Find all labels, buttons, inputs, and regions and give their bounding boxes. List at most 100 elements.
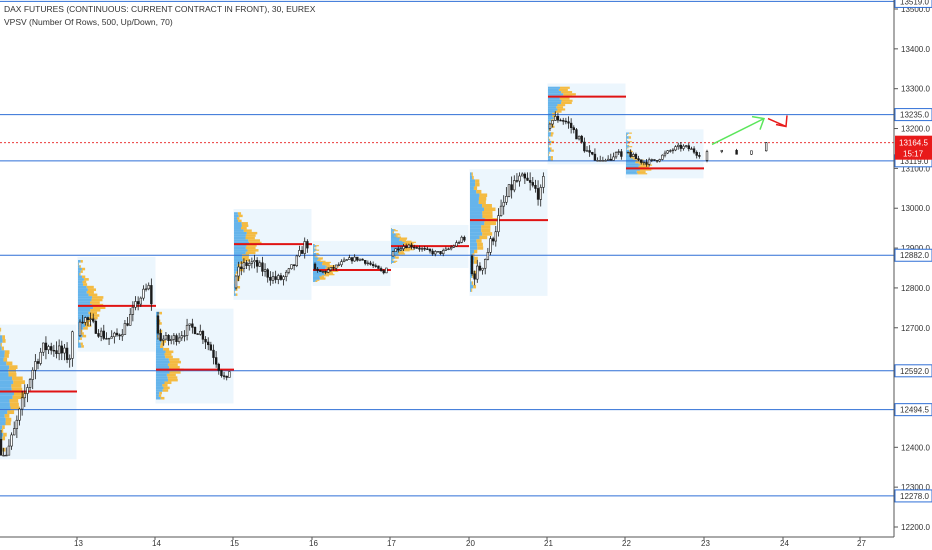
profile-bar-up <box>313 277 320 279</box>
profile-bar-down <box>484 221 497 226</box>
profile-bar-down <box>396 236 402 238</box>
profile-bar-down <box>82 280 87 284</box>
profile-bar-up <box>78 267 82 271</box>
candle-down <box>81 321 84 324</box>
profile-bar-up <box>156 384 163 387</box>
candle-up <box>489 238 492 253</box>
profile-bar-down <box>81 267 86 271</box>
candle-up <box>614 151 618 158</box>
profile-bar-up <box>78 270 81 273</box>
profile-bar-up <box>234 236 246 240</box>
candle-down <box>562 120 565 122</box>
profile-bar-down <box>481 225 491 229</box>
profile-bar-up <box>626 144 628 147</box>
profile-bar-up <box>78 283 84 286</box>
price-tick-label: 12300.0 <box>901 483 930 492</box>
candle-down <box>580 135 583 143</box>
profile-bar-up <box>626 146 630 148</box>
candle-down <box>350 257 354 262</box>
profile-bar-up <box>548 149 552 152</box>
profile-bar-up <box>470 249 475 254</box>
profile-bar-down <box>159 391 162 395</box>
profile-bar-up <box>470 228 482 233</box>
candle-up <box>548 123 552 129</box>
profile-bar-down <box>79 272 81 276</box>
profile-bar-up <box>470 225 482 229</box>
profile-bar-down <box>636 170 646 172</box>
profile-bar-up <box>0 346 2 351</box>
profile-bar-up <box>470 232 483 236</box>
profile-bar-up <box>626 137 629 139</box>
profile-bar-up <box>391 238 400 240</box>
profile-bar-down <box>402 248 412 250</box>
candle-up <box>329 267 333 271</box>
candle-down <box>324 270 327 273</box>
candle-down <box>698 155 701 157</box>
profile-bar-up <box>391 258 393 260</box>
profile-bar-down <box>84 321 90 325</box>
candle-down <box>209 344 213 351</box>
candle-up <box>626 151 630 154</box>
candle-up <box>123 323 127 335</box>
profile-bar-down <box>474 249 478 254</box>
profile-bar-down <box>473 284 477 289</box>
candle-up <box>447 248 450 250</box>
candle-up <box>669 150 672 152</box>
profile-bar-down <box>316 254 320 256</box>
candle-down <box>115 332 119 336</box>
candle-up <box>617 151 620 153</box>
profile-bar-down <box>4 414 10 418</box>
profile-bar-up <box>78 324 86 328</box>
profile-bar-up <box>548 114 553 118</box>
candle-up <box>353 256 356 262</box>
price-axis[interactable]: 12200.012300.012400.012500.012600.012700… <box>893 0 932 550</box>
profile-bar-down <box>475 182 480 187</box>
candle-up <box>242 262 246 270</box>
candle-up <box>34 361 37 371</box>
price-tick-label: 12900.0 <box>901 244 930 253</box>
profile-bar-down <box>392 232 395 234</box>
profile-bar-down <box>80 342 83 346</box>
profile-bar-up <box>234 251 246 255</box>
candle-up <box>188 323 191 326</box>
profile-bar-down <box>163 347 170 351</box>
profile-bar-up <box>470 277 471 282</box>
profile-bar-down <box>316 252 319 255</box>
time-axis[interactable]: 13 14 15 16 17 20 21 22 23 24 27 <box>0 536 894 548</box>
profile-bar-down <box>322 261 331 264</box>
profile-bar-down <box>314 246 317 248</box>
profile-bar-up <box>156 340 162 343</box>
profile-bar-down <box>404 241 417 243</box>
profile-bar-down <box>472 175 474 180</box>
profile-bar-up <box>313 276 320 278</box>
time-tick-label: 14 <box>152 539 161 548</box>
profile-bar-down <box>395 256 399 258</box>
profile-bar-up <box>234 261 241 264</box>
profile-bar-down <box>482 232 493 236</box>
candle-down <box>204 339 207 343</box>
candle-up <box>39 351 42 364</box>
candle-up <box>303 241 306 254</box>
profile-bar-up <box>78 301 90 304</box>
candle-down <box>653 159 656 161</box>
profile-bar-up <box>626 169 640 171</box>
candle-up <box>666 150 669 154</box>
candle-up <box>162 338 165 341</box>
profile-bar-up <box>470 274 473 278</box>
candle-down <box>126 323 129 326</box>
profile-bar-up <box>78 260 81 263</box>
profile-bar-up <box>548 145 549 148</box>
candle-up <box>63 347 66 354</box>
candle-up <box>486 252 490 260</box>
profile-bar-up <box>391 239 400 241</box>
profile-bar-up <box>78 309 91 312</box>
profile-bar-down <box>403 242 414 244</box>
profile-bar-up <box>78 306 94 310</box>
price-tick-label: 12800.0 <box>901 284 930 293</box>
profile-bar-up <box>78 275 83 279</box>
profile-bar-down <box>246 231 258 235</box>
candle-up <box>271 276 275 281</box>
profile-bar-down <box>318 258 323 260</box>
profile-bar-down <box>319 276 324 278</box>
